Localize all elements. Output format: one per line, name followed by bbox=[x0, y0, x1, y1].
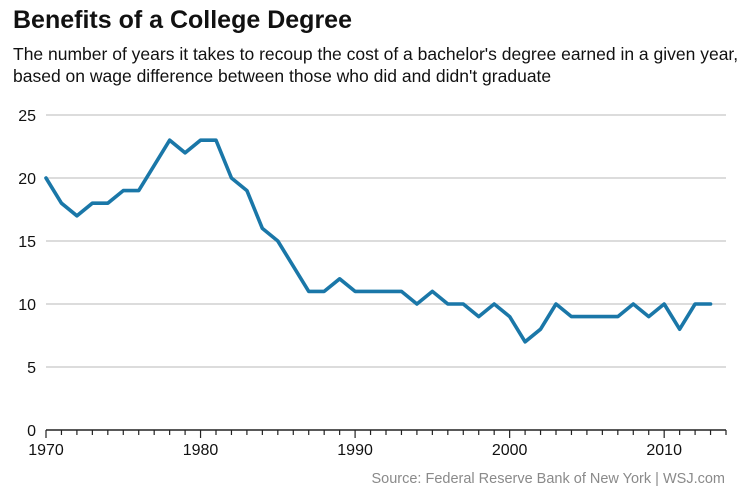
data-point-2004 bbox=[569, 315, 573, 319]
data-point-1979 bbox=[183, 151, 187, 155]
y-tick-label-15: 15 bbox=[18, 234, 36, 251]
data-point-2007 bbox=[616, 315, 620, 319]
data-point-2009 bbox=[647, 315, 651, 319]
data-point-1998 bbox=[477, 315, 481, 319]
y-tick-label-5: 5 bbox=[27, 360, 36, 377]
data-point-1972 bbox=[75, 214, 79, 218]
data-point-1987 bbox=[307, 289, 311, 293]
series-layer bbox=[44, 138, 713, 344]
data-point-2002 bbox=[539, 327, 543, 331]
data-point-2001 bbox=[523, 340, 527, 344]
y-tick-label-20: 20 bbox=[18, 171, 36, 188]
y-tick-label-0: 0 bbox=[27, 423, 36, 440]
data-point-1982 bbox=[229, 176, 233, 180]
y-tick-label-25: 25 bbox=[18, 108, 36, 125]
y-tick-label-10: 10 bbox=[18, 297, 36, 314]
data-point-1996 bbox=[446, 302, 450, 306]
data-point-2005 bbox=[585, 315, 589, 319]
data-point-1991 bbox=[369, 289, 373, 293]
data-point-1983 bbox=[245, 189, 249, 193]
y-tick-labels: 0 5 10 15 20 25 bbox=[18, 108, 36, 440]
data-point-2003 bbox=[554, 302, 558, 306]
x-tick-label-1990: 1990 bbox=[337, 442, 373, 459]
data-point-1978 bbox=[168, 138, 172, 142]
data-point-1994 bbox=[415, 302, 419, 306]
data-point-1999 bbox=[492, 302, 496, 306]
x-tick-label-2000: 2000 bbox=[492, 442, 528, 459]
data-point-1984 bbox=[260, 226, 264, 230]
data-point-1973 bbox=[90, 201, 94, 205]
data-point-2006 bbox=[600, 315, 604, 319]
data-point-1986 bbox=[291, 264, 295, 268]
data-point-2010 bbox=[662, 302, 666, 306]
series-line-0 bbox=[44, 138, 713, 344]
data-point-1980 bbox=[199, 138, 203, 142]
data-point-2012 bbox=[693, 302, 697, 306]
data-point-1974 bbox=[106, 201, 110, 205]
x-tick-label-1980: 1980 bbox=[183, 442, 219, 459]
data-point-1997 bbox=[461, 302, 465, 306]
data-point-1988 bbox=[322, 289, 326, 293]
data-point-1992 bbox=[384, 289, 388, 293]
data-point-1989 bbox=[338, 277, 342, 281]
data-point-1993 bbox=[399, 289, 403, 293]
data-point-1990 bbox=[353, 289, 357, 293]
data-point-1985 bbox=[276, 239, 280, 243]
source-note: Source: Federal Reserve Bank of New York… bbox=[371, 471, 725, 487]
data-point-1977 bbox=[152, 163, 156, 167]
grid-lines bbox=[46, 114, 726, 368]
data-point-1975 bbox=[121, 189, 125, 193]
x-tick-label-1970: 1970 bbox=[28, 442, 64, 459]
data-point-2000 bbox=[508, 315, 512, 319]
data-point-1970 bbox=[44, 176, 48, 180]
data-point-2011 bbox=[678, 327, 682, 331]
x-axis: 1970 1980 1990 2000 2010 bbox=[28, 429, 727, 459]
data-point-2013 bbox=[709, 302, 713, 306]
data-point-2008 bbox=[631, 302, 635, 306]
data-point-1981 bbox=[214, 138, 218, 142]
x-tick-label-2010: 2010 bbox=[646, 442, 682, 459]
data-point-1995 bbox=[430, 289, 434, 293]
chart-title: Benefits of a College Degree bbox=[13, 6, 352, 34]
data-point-1976 bbox=[137, 189, 141, 193]
chart-subtitle: The number of years it takes to recoup t… bbox=[13, 44, 739, 86]
data-point-1971 bbox=[59, 201, 63, 205]
